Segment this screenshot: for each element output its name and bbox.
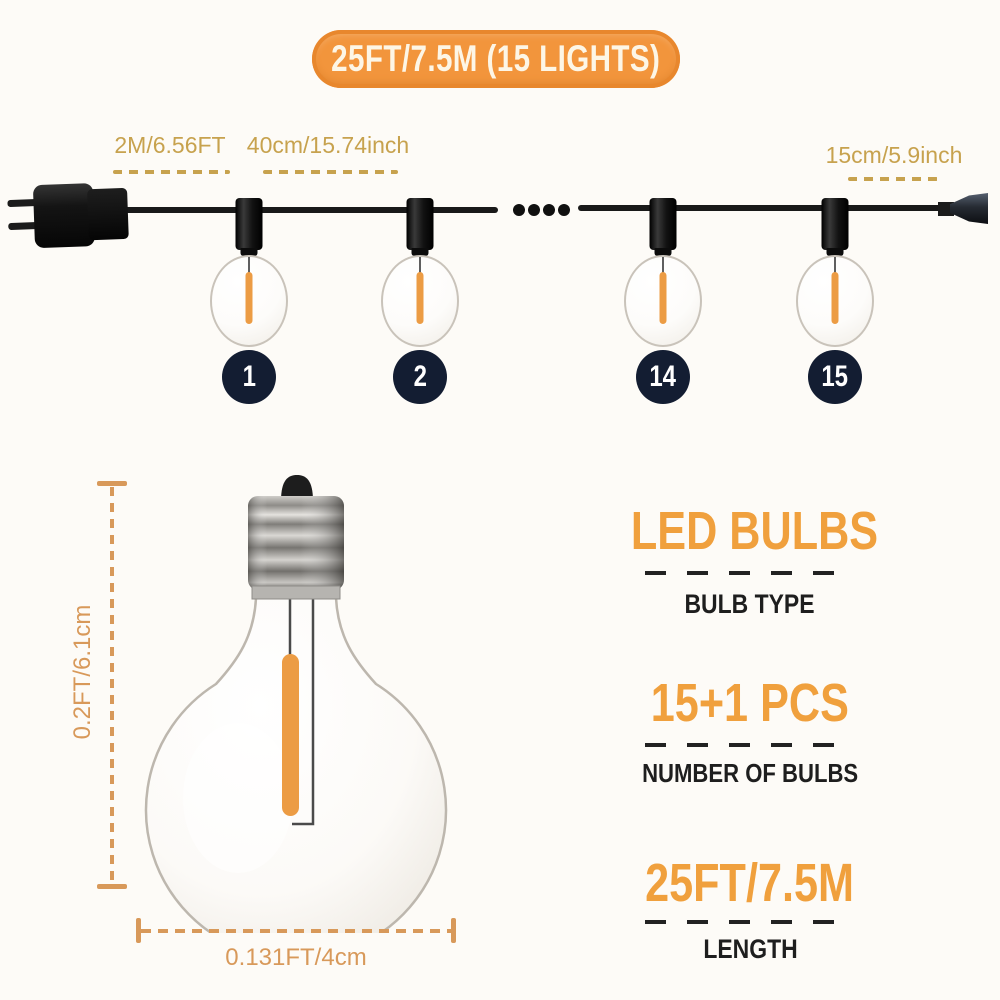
spec-divider <box>645 743 855 747</box>
power-plug-icon <box>5 180 129 254</box>
led-filament <box>659 272 667 324</box>
bulb-stem <box>248 257 250 274</box>
spec-divider <box>645 571 855 575</box>
socket-collar <box>411 248 429 256</box>
gap-dot <box>528 204 540 216</box>
width-dimension-line <box>141 929 451 933</box>
string-bulb-unit <box>795 198 875 350</box>
length-banner: 25FT/7.5M (15 LIGHTS) <box>312 30 680 88</box>
lead-distance-dash <box>113 170 230 174</box>
bulb-number: 2 <box>413 360 427 393</box>
led-filament <box>282 654 299 816</box>
end-connector-icon <box>950 193 988 224</box>
spec-bulb-count-label: NUMBER OF BULBS <box>641 758 859 788</box>
gap-dot <box>513 204 525 216</box>
height-dimension-cap <box>97 884 127 889</box>
bulb-spacing-label: 40cm/15.74inch <box>246 132 410 158</box>
bulb-socket-icon <box>406 198 434 250</box>
height-dimension-line <box>110 487 114 884</box>
spec-bulb-count-value: 15+1 PCS <box>650 673 850 733</box>
string-bulb-unit <box>380 198 460 350</box>
socket-collar <box>654 248 672 256</box>
glass-bulb-icon <box>624 255 702 347</box>
glass-bulb-icon <box>796 255 874 347</box>
spec-length-label: LENGTH <box>702 934 798 964</box>
string-wire-left <box>112 207 498 213</box>
width-dimension-cap <box>136 918 141 943</box>
bulb-number-badge: 2 <box>393 350 447 404</box>
spec-bulb-type-label: BULB TYPE <box>684 589 816 619</box>
glass-bulb-icon <box>210 255 288 347</box>
height-dimension-cap <box>97 481 127 486</box>
bulb-height-label: 0.2FT/6.1cm <box>69 604 96 740</box>
string-bulb-unit <box>209 198 289 350</box>
bulb-spacing-dash <box>263 170 398 174</box>
bulb-socket-icon <box>235 198 263 250</box>
gap-dot <box>558 204 570 216</box>
bulb-number-badge: 15 <box>808 350 862 404</box>
bulb-stem <box>834 257 836 274</box>
string-wire-right <box>578 205 956 211</box>
gap-dot <box>543 204 555 216</box>
socket-collar <box>826 248 844 256</box>
glass-highlight <box>183 723 293 873</box>
width-dimension-cap <box>451 918 456 943</box>
bulb-number-badge: 1 <box>222 350 276 404</box>
bulb-number-badge: 14 <box>636 350 690 404</box>
bulb-number: 14 <box>649 360 677 393</box>
bulb-number: 1 <box>242 360 256 393</box>
length-banner-label: 25FT/7.5M (15 LIGHTS) <box>331 38 661 79</box>
screw-base-shading <box>248 496 344 590</box>
socket-collar <box>240 248 258 256</box>
string-bulb-unit <box>623 198 703 350</box>
glass-bulb-icon <box>381 255 459 347</box>
plug-body <box>32 183 96 249</box>
lead-distance-label: 2M/6.56FT <box>114 132 226 158</box>
end-distance-label: 15cm/5.9inch <box>825 142 963 168</box>
bulb-stem <box>662 257 664 274</box>
plug-face <box>87 187 129 241</box>
bulb-stem <box>419 257 421 274</box>
bulb-socket-icon <box>649 198 677 250</box>
spec-bulb-type-value: LED BULBS <box>630 501 879 561</box>
led-filament <box>416 272 424 324</box>
led-filament <box>245 272 253 324</box>
bulb-number: 15 <box>821 360 849 393</box>
detail-bulb-illustration <box>144 475 448 933</box>
end-distance-dash <box>848 177 938 181</box>
led-filament <box>831 272 839 324</box>
base-tip <box>281 475 313 501</box>
spec-divider <box>645 920 855 924</box>
spec-length-value: 25FT/7.5M <box>645 853 855 913</box>
bulb-width-label: 0.131FT/4cm <box>225 944 367 971</box>
filament-wire <box>292 598 315 826</box>
bulb-socket-icon <box>821 198 849 250</box>
base-ring <box>251 585 341 600</box>
